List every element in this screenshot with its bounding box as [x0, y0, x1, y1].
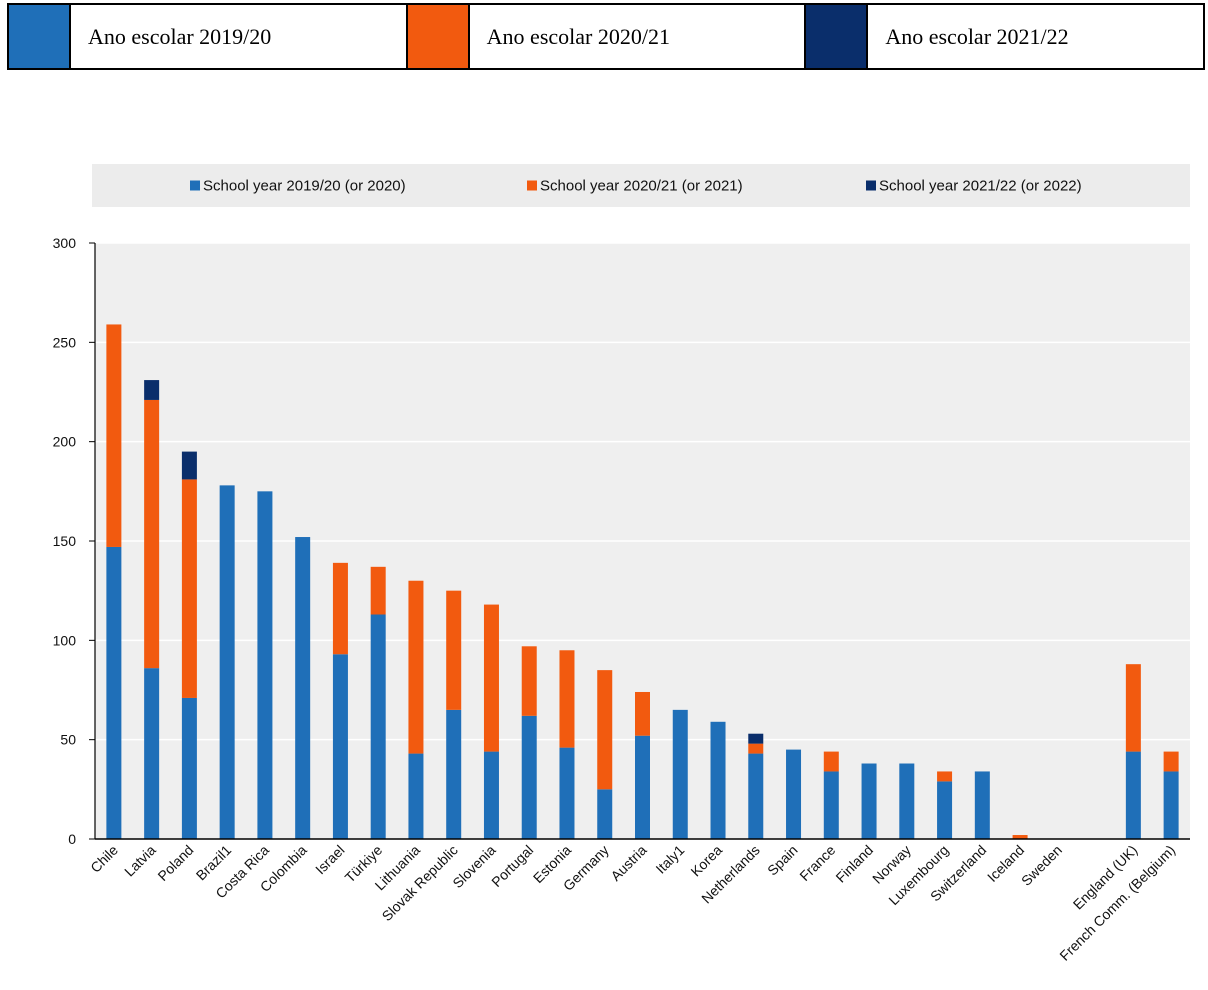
- bar-segment: [370, 614, 386, 839]
- bar-segment: [446, 590, 462, 710]
- top-legend-label-2019-20: Ano escolar 2019/20: [88, 23, 272, 49]
- x-tick-label: England (UK): [1070, 842, 1141, 913]
- bar-segment: [974, 771, 990, 839]
- x-tick-label: Latvia: [121, 842, 159, 880]
- bar-segment: [408, 753, 424, 839]
- bar-segment: [899, 763, 915, 839]
- bar-segment: [144, 668, 160, 839]
- bar-segment: [861, 763, 877, 839]
- x-tick-label: Finland: [832, 842, 876, 886]
- bar-segment: [823, 751, 839, 772]
- bar-segment: [1125, 751, 1141, 839]
- bar-segment: [559, 650, 575, 748]
- y-tick-label: 100: [53, 632, 77, 648]
- bar-segment: [295, 537, 311, 839]
- bar-segment: [1163, 771, 1179, 839]
- top-legend-label-2021-22: Ano escolar 2021/22: [885, 23, 1069, 49]
- stacked-bar-chart: School year 2019/20 (or 2020) School year…: [53, 164, 1190, 964]
- x-tick-label: Chile: [87, 842, 121, 876]
- bar-segment: [181, 697, 197, 839]
- bar-segment: [635, 735, 650, 839]
- y-tick-label: 50: [60, 732, 76, 748]
- legend-label-1: School year 2020/21 (or 2021): [540, 178, 743, 195]
- y-tick-label: 0: [68, 831, 76, 847]
- bar-segment: [937, 771, 953, 782]
- bar-segment: [446, 709, 462, 839]
- top-legend-swatch-2019-20: [9, 5, 71, 68]
- legend-swatch-0: [190, 180, 200, 191]
- bar-segment: [521, 646, 537, 716]
- bar-segment: [144, 399, 160, 669]
- top-legend-item-2021-22: Ano escolar 2021/22: [804, 5, 1203, 68]
- bar-segment: [597, 670, 613, 790]
- bar-segment: [710, 721, 726, 839]
- bar-segment: [937, 781, 953, 839]
- bar-segment: [332, 654, 348, 839]
- legend-label-2: School year 2021/22 (or 2022): [879, 178, 1082, 195]
- top-legend-item-2020-21: Ano escolar 2020/21: [405, 5, 805, 68]
- bar-segment: [1012, 835, 1028, 839]
- legend-swatch-2: [866, 180, 876, 191]
- bar-segment: [559, 747, 575, 839]
- bar-segment: [597, 789, 613, 839]
- top-legend-item-2019-20: Ano escolar 2019/20: [9, 5, 406, 68]
- bar-segment: [823, 771, 839, 839]
- top-legend-swatch-2021-22: [806, 5, 869, 68]
- top-legend-swatch-2020-21: [407, 5, 470, 68]
- bar-segment: [106, 324, 122, 547]
- x-tick-label: Italy1: [652, 842, 687, 877]
- bar-segment: [144, 380, 160, 400]
- bar-segment: [219, 485, 235, 839]
- bar-segment: [786, 749, 802, 839]
- x-tick-label: Sweden: [1018, 842, 1065, 889]
- bar-segment: [106, 546, 122, 839]
- legend-swatch-1: [527, 180, 537, 191]
- bar-segment: [748, 753, 764, 839]
- bar-segment: [257, 491, 273, 839]
- x-tick-label: France: [796, 842, 838, 884]
- bar-segment: [748, 743, 764, 754]
- y-tick-label: 300: [53, 235, 77, 251]
- top-legend: Ano escolar 2019/20 Ano escolar 2020/21 …: [7, 3, 1205, 70]
- x-tick-label: Portugal: [488, 842, 536, 890]
- y-tick-label: 250: [53, 334, 77, 350]
- y-tick-label: 200: [53, 434, 77, 450]
- x-tick-label: Austria: [607, 842, 649, 884]
- top-legend-label-2020-21: Ano escolar 2020/21: [486, 23, 670, 49]
- chart-legend-box: [92, 164, 1190, 207]
- bar-segment: [1163, 751, 1179, 772]
- y-tick-label: 150: [53, 533, 77, 549]
- bar-segment: [672, 709, 688, 839]
- bar-segment: [181, 479, 197, 698]
- bar-segment: [521, 715, 537, 839]
- bar-segment: [748, 733, 764, 744]
- bar-segment: [635, 691, 650, 736]
- legend-label-0: School year 2019/20 (or 2020): [203, 178, 406, 195]
- bar-segment: [181, 451, 197, 480]
- bar-segment: [1125, 664, 1141, 752]
- bar-segment: [483, 751, 499, 839]
- x-tick-label: Poland: [154, 842, 196, 884]
- x-tick-label: Israel: [312, 842, 348, 878]
- bar-segment: [332, 562, 348, 655]
- x-tick-label: Spain: [764, 842, 801, 879]
- bar-segment: [483, 604, 499, 752]
- bar-segment: [370, 566, 386, 615]
- bar-segment: [408, 580, 424, 754]
